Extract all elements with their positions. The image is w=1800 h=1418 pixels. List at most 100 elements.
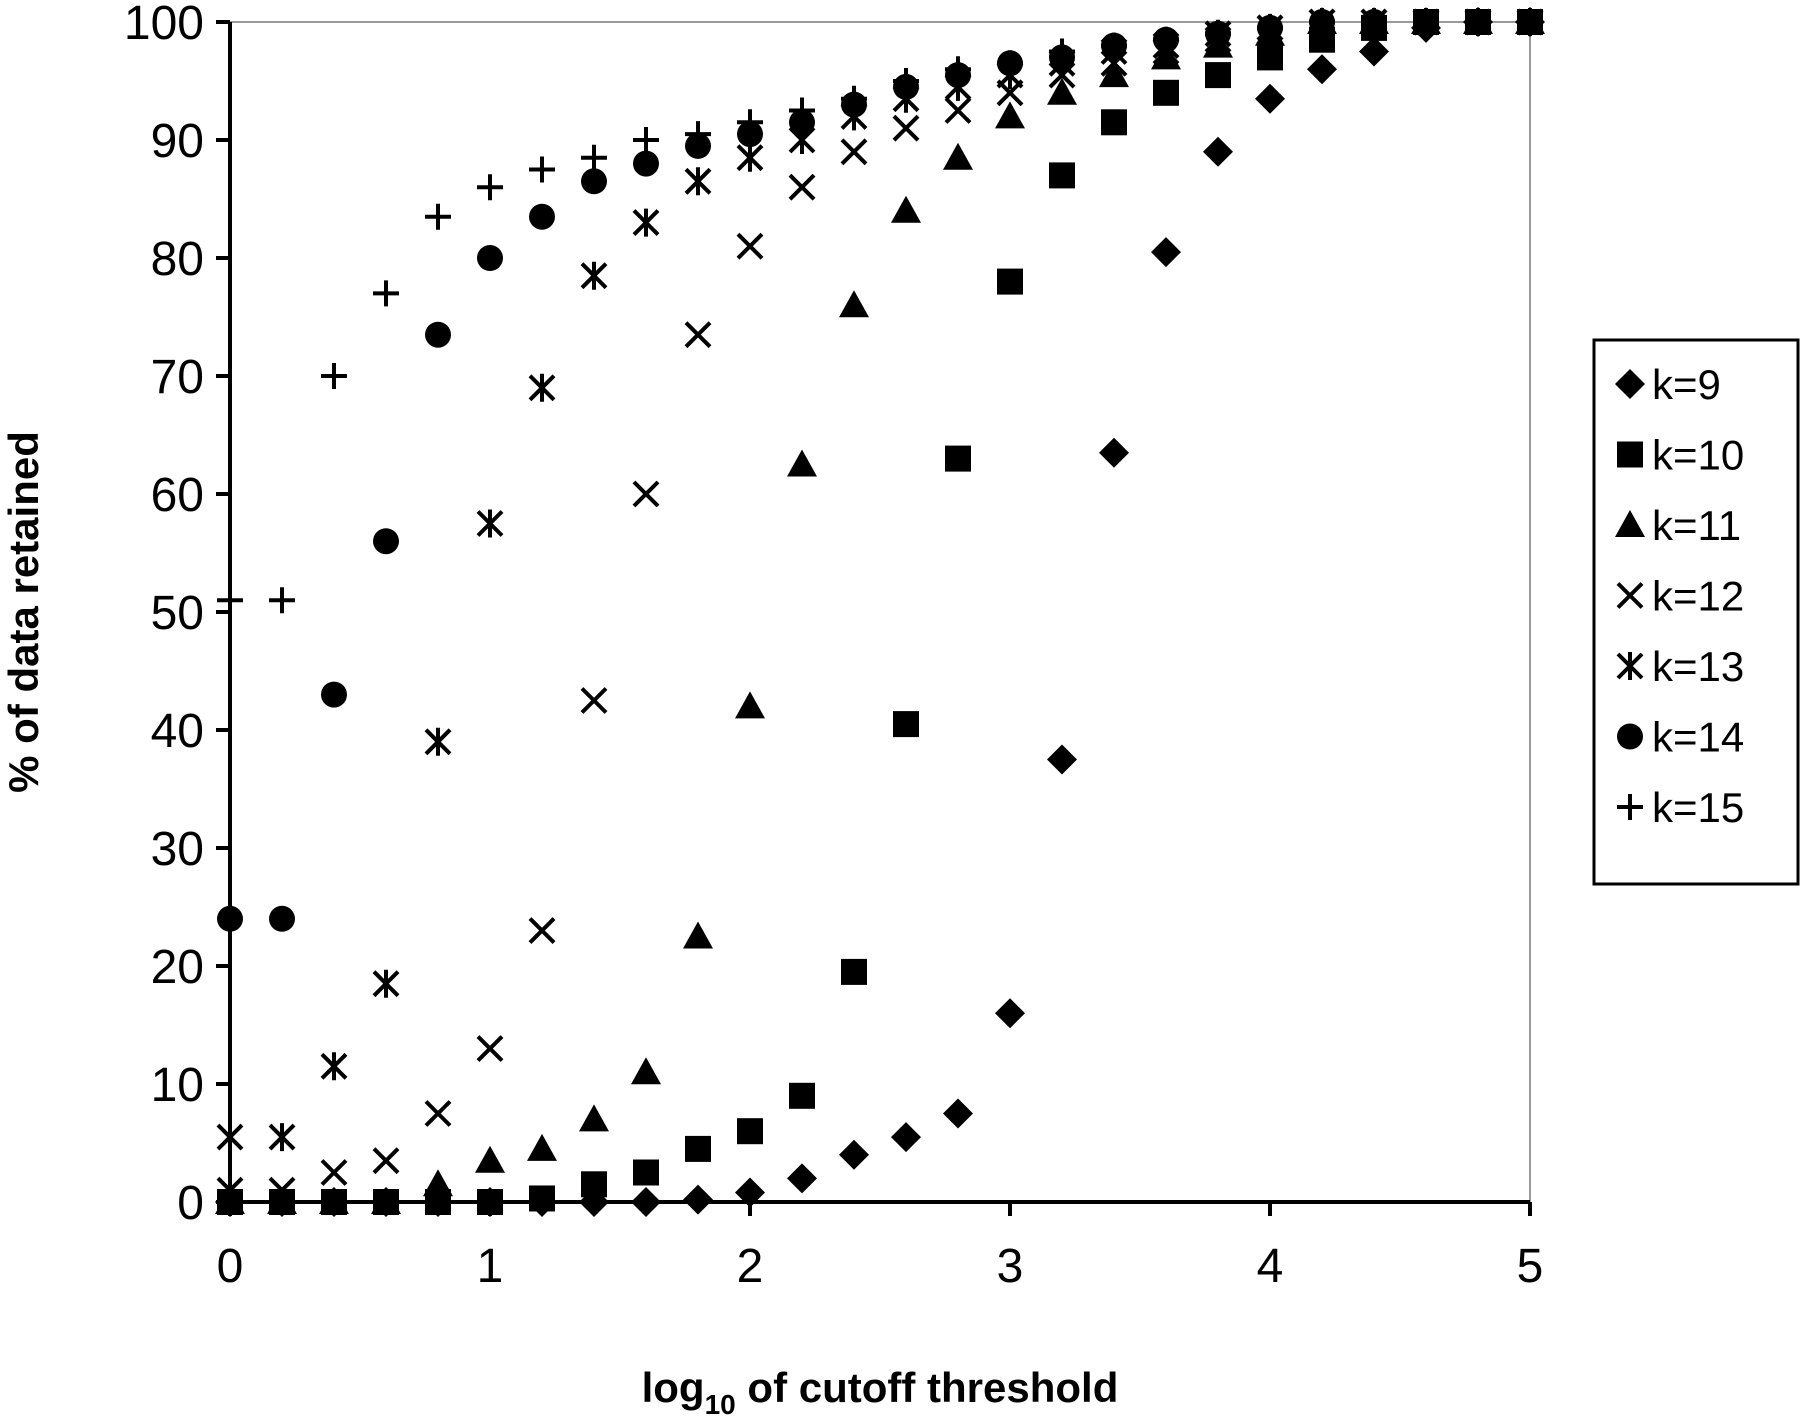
data-point-circle bbox=[477, 245, 503, 271]
data-point-diamond bbox=[787, 1163, 817, 1194]
legend-label: k=9 bbox=[1652, 361, 1721, 408]
data-point-x bbox=[268, 1176, 296, 1204]
data-point-circle bbox=[425, 321, 451, 348]
data-point-plus bbox=[1205, 20, 1231, 47]
y-axis-title: % of data retained bbox=[0, 431, 47, 793]
series-k11 bbox=[215, 7, 1545, 1214]
legend-item: k=12 bbox=[1616, 573, 1744, 620]
data-point-x bbox=[684, 321, 712, 349]
y-tick-label: 50 bbox=[151, 587, 204, 640]
data-point-triangle bbox=[319, 1187, 349, 1214]
plot-area bbox=[229, 21, 1531, 1203]
x-axis-title-subscript: 10 bbox=[705, 1389, 736, 1418]
data-point-square bbox=[477, 1189, 503, 1215]
legend-item: k=9 bbox=[1615, 361, 1721, 408]
data-point-plus bbox=[997, 50, 1023, 77]
data-point-plus bbox=[477, 174, 503, 201]
data-point-diamond bbox=[1151, 237, 1181, 268]
data-point-x bbox=[944, 97, 972, 124]
data-point-plus bbox=[1517, 9, 1543, 35]
data-point-plus bbox=[789, 97, 815, 124]
data-point-asterisk bbox=[372, 969, 400, 998]
legend-marker-asterisk-icon bbox=[1616, 652, 1644, 680]
legend-marker-square-icon bbox=[1617, 441, 1643, 468]
data-point-plus bbox=[1049, 38, 1075, 65]
data-point-triangle bbox=[891, 195, 921, 223]
data-point-x bbox=[320, 1159, 348, 1186]
x-tick-label: 1 bbox=[477, 1240, 504, 1293]
data-point-plus bbox=[893, 68, 919, 94]
data-point-x bbox=[528, 917, 556, 945]
legend: k=9 k=10 k=11 k=12 k=13 k=14 k=15 bbox=[1592, 338, 1800, 886]
data-point-square bbox=[529, 1185, 555, 1212]
data-point-diamond bbox=[1307, 54, 1337, 85]
data-point-asterisk bbox=[736, 143, 764, 172]
legend-label: k=14 bbox=[1652, 714, 1744, 761]
data-point-asterisk bbox=[320, 1052, 348, 1081]
data-point-triangle bbox=[371, 1187, 401, 1214]
data-point-x bbox=[424, 1100, 452, 1127]
data-point-plus bbox=[373, 280, 399, 307]
series-k15 bbox=[217, 9, 1543, 614]
data-point-circle bbox=[373, 528, 399, 555]
data-point-square bbox=[737, 1118, 763, 1145]
data-point-circle bbox=[633, 150, 659, 177]
x-axis-title-rest: of cutoff threshold bbox=[736, 1364, 1119, 1411]
legend-marker-diamond-icon bbox=[1615, 369, 1645, 399]
data-point-circle bbox=[529, 203, 555, 230]
legend-label: k=15 bbox=[1652, 784, 1744, 831]
data-point-triangle bbox=[423, 1169, 453, 1197]
data-point-x bbox=[476, 1035, 504, 1063]
data-point-asterisk bbox=[632, 208, 660, 237]
data-point-square bbox=[1101, 109, 1127, 136]
data-point-plus bbox=[945, 56, 971, 83]
series-k9 bbox=[215, 7, 1545, 1217]
series-k13 bbox=[216, 8, 1544, 1152]
data-point-circle bbox=[321, 681, 347, 708]
legend-item: k=10 bbox=[1617, 432, 1744, 479]
data-point-triangle bbox=[735, 691, 765, 719]
x-tick-label: 3 bbox=[997, 1240, 1024, 1293]
legend-marker-plus-icon bbox=[1617, 794, 1643, 820]
x-axis-title: log10 of cutoff threshold bbox=[642, 1364, 1119, 1418]
data-point-asterisk bbox=[684, 167, 712, 196]
data-point-x bbox=[892, 114, 920, 142]
data-point-plus bbox=[737, 109, 763, 136]
data-point-x bbox=[632, 480, 660, 508]
data-point-x bbox=[840, 138, 868, 166]
data-point-triangle bbox=[1047, 77, 1077, 105]
data-point-triangle bbox=[215, 1187, 245, 1214]
data-point-x bbox=[216, 1176, 244, 1204]
data-point-triangle bbox=[839, 290, 869, 318]
data-point-square bbox=[945, 445, 971, 472]
data-point-triangle bbox=[995, 101, 1025, 129]
data-point-circle bbox=[581, 168, 607, 195]
data-point-asterisk bbox=[476, 509, 504, 538]
data-point-diamond bbox=[1099, 437, 1129, 468]
data-point-circle bbox=[269, 905, 295, 932]
data-point-diamond bbox=[943, 1098, 973, 1129]
data-point-plus bbox=[581, 144, 607, 171]
data-point-square bbox=[1257, 44, 1283, 71]
legend-box bbox=[1592, 338, 1800, 886]
data-point-square bbox=[633, 1159, 659, 1186]
y-axis-ticks: 0 10 20 30 40 50 60 70 80 90 100 bbox=[124, 0, 230, 1230]
data-point-diamond bbox=[683, 1184, 713, 1215]
data-point-triangle bbox=[579, 1104, 609, 1132]
data-point-square bbox=[997, 268, 1023, 295]
y-tick-label: 10 bbox=[151, 1059, 204, 1112]
legend-item: k=11 bbox=[1615, 502, 1741, 549]
data-point-asterisk bbox=[528, 373, 556, 402]
data-point-plus bbox=[529, 156, 555, 183]
y-tick-label: 20 bbox=[151, 941, 204, 994]
data-point-plus bbox=[1465, 9, 1491, 35]
data-point-square bbox=[789, 1082, 815, 1109]
x-tick-label: 0 bbox=[217, 1240, 244, 1293]
data-point-triangle bbox=[267, 1187, 297, 1214]
data-point-x bbox=[580, 687, 608, 714]
data-point-x bbox=[788, 173, 816, 201]
data-point-plus bbox=[1257, 14, 1283, 41]
legend-label: k=13 bbox=[1652, 643, 1744, 690]
data-point-plus bbox=[1309, 9, 1335, 35]
